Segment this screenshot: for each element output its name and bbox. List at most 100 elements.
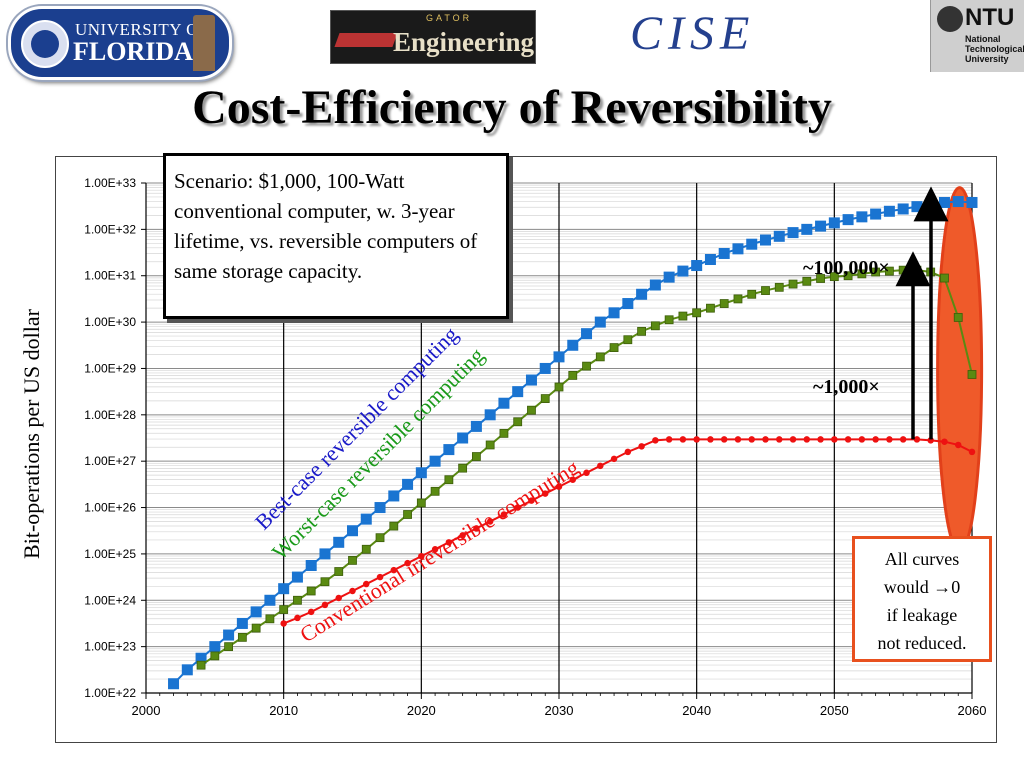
worst-case-point [719,299,729,308]
best-case-point [966,196,978,208]
conventional-point [555,483,563,490]
worst-case-point [375,533,385,543]
worst-case-point [458,463,468,473]
worst-case-point [623,335,633,345]
best-case-point [539,362,551,374]
conventional-point [597,462,604,470]
note-line-4: not reduced. [877,633,967,653]
best-case-point [291,571,303,583]
conventional-point [844,436,852,443]
logo-text-line1: UNIVERSITY OF [75,20,209,39]
y-tick-label: 1.00E+26 [84,501,136,515]
conventional-point [858,436,866,443]
ntu-logo-subtext: National Technological University [965,34,1024,64]
worst-case-point [802,276,812,286]
x-tick-label: 2030 [545,703,574,718]
scenario-box: Scenario: $1,000, 100-Watt conventional … [163,153,509,319]
x-tick-label: 2000 [132,703,161,718]
ntu-line-3: University [965,54,1009,64]
worst-case-point [210,651,220,661]
worst-case-point [774,282,784,292]
conventional-point [294,614,301,622]
worst-case-point [692,308,702,318]
best-case-point [223,629,235,641]
y-tick-label: 1.00E+22 [84,686,136,700]
conventional-point [679,436,687,443]
conventional-point [831,436,838,443]
worst-case-point [293,595,302,605]
x-tick-label: 2020 [407,703,436,718]
best-case-point [649,279,661,291]
conventional-point [886,436,893,443]
chart-frame: 1.00E+22 1.00E+23 1.00E+24 1.00E+25 1.00E+26… [55,156,997,743]
best-case-point [470,420,482,432]
best-case-point [484,409,496,421]
conventional-point [459,532,466,539]
worst-case-point [403,510,412,519]
best-case-point [897,203,909,215]
logo-text-line2: FLORIDA [73,37,193,66]
worst-case-point [306,586,316,596]
y-tick-label: 1.00E+27 [84,454,136,468]
best-case-point [181,664,193,676]
best-case-point [553,351,565,363]
conventional-point [486,518,494,525]
worst-case-point [609,343,619,352]
gator-engineering-logo: GATOR Engineering [330,10,536,64]
scenario-text: Scenario: $1,000, 100-Watt conventional … [174,169,478,283]
university-of-florida-logo: UNIVERSITY OF FLORIDA [8,6,232,80]
conventional-point [376,573,384,581]
best-case-point [305,560,317,571]
conventional-point [514,504,521,511]
ntu-line-2: Technological [965,44,1024,54]
y-tick-label: 1.00E+31 [84,269,136,283]
best-case-point [209,641,221,653]
best-case-point [512,386,524,398]
worst-case-point [953,313,963,322]
conventional-point [776,436,783,443]
conventional-point [404,559,411,567]
best-case-point [952,196,964,208]
conventional-point [473,525,480,532]
ntu-logo-text: NTU [965,4,1015,31]
note-line-3: if leakage [886,605,958,625]
conventional-point [583,469,590,477]
worst-case-point [444,475,454,485]
best-case-point [402,478,414,490]
conventional-point [445,539,453,546]
conventional-point [748,436,755,443]
worst-case-point [650,321,660,331]
conventional-point [500,511,508,518]
worst-case-point [829,272,839,282]
best-case-point [636,288,648,300]
best-case-point [704,254,716,265]
worst-case-point [251,623,261,633]
conventional-point [431,546,439,553]
worst-case-point [788,279,798,289]
y-tick-label: 1.00E+32 [84,222,136,236]
best-case-point [594,316,606,328]
conventional-point [817,436,824,443]
best-case-point [760,234,771,246]
worst-case-point [885,266,894,276]
y-tick-label: 1.00E+23 [84,640,136,654]
ntu-line-1: National [965,34,1001,44]
conventional-point [349,587,356,595]
best-case-point [870,208,882,220]
worst-case-point [471,452,481,461]
worst-case-point [857,269,867,279]
tower-icon [193,15,215,71]
conventional-point [528,497,535,504]
best-case-point [374,502,386,514]
conventional-point [720,436,728,443]
conventional-point [610,455,618,463]
best-case-point [815,220,827,232]
best-case-point [828,217,840,229]
best-case-point [842,214,854,226]
conventional-point [693,436,700,443]
conventional-point [390,566,398,574]
best-case-point [525,374,537,386]
worst-case-point [664,315,674,325]
conventional-point [638,443,645,450]
conventional-point [941,438,948,445]
